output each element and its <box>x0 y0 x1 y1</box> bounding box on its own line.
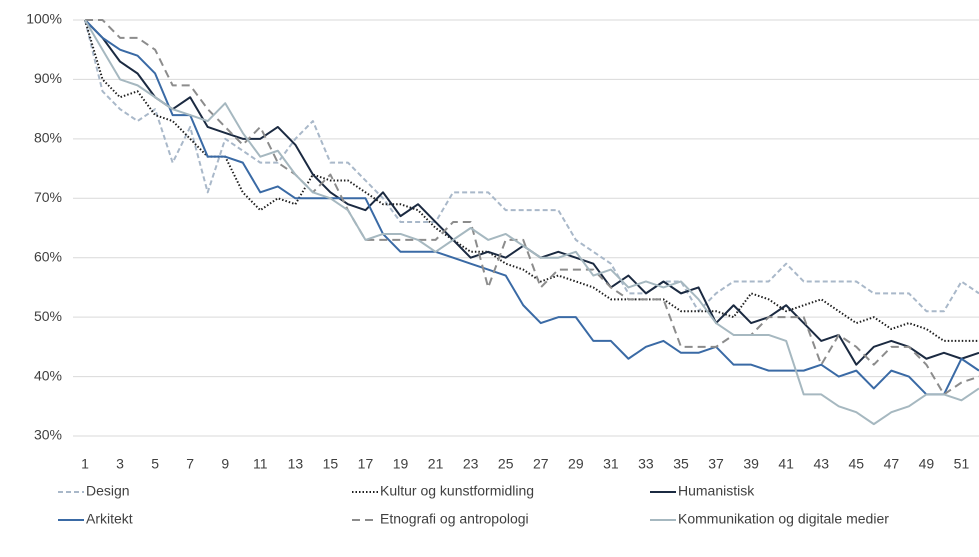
x-tick-label: 15 <box>323 456 339 472</box>
x-tick-label: 29 <box>568 456 584 472</box>
legend-label: Design <box>86 483 130 499</box>
legend-label: Kultur og kunstformidling <box>380 483 534 499</box>
x-tick-label: 33 <box>638 456 654 472</box>
y-tick-label: 90% <box>34 70 62 86</box>
x-tick-label: 23 <box>463 456 479 472</box>
x-tick-label: 35 <box>673 456 689 472</box>
y-tick-label: 70% <box>34 189 62 205</box>
x-tick-label: 11 <box>253 456 268 472</box>
x-tick-label: 51 <box>954 456 970 472</box>
x-tick-label: 3 <box>116 456 124 472</box>
x-tick-label: 47 <box>884 456 900 472</box>
x-tick-label: 5 <box>151 456 159 472</box>
x-tick-label: 9 <box>221 456 229 472</box>
legend-label: Kommunikation og digitale medier <box>678 511 889 527</box>
x-tick-label: 37 <box>708 456 724 472</box>
x-tick-label: 21 <box>428 456 444 472</box>
legend-label: Arkitekt <box>86 511 133 527</box>
x-tick-label: 13 <box>288 456 304 472</box>
series-line <box>84 19 979 396</box>
x-tick-label: 27 <box>533 456 549 472</box>
x-tick-label: 39 <box>743 456 759 472</box>
x-tick-label: 25 <box>498 456 514 472</box>
legend-label: Etnografi og antropologi <box>380 511 529 527</box>
x-tick-label: 19 <box>393 456 409 472</box>
series-line <box>85 19 979 396</box>
legend-label: Humanistisk <box>678 483 755 499</box>
x-tick-label: 7 <box>186 456 194 472</box>
y-tick-label: 50% <box>34 308 62 324</box>
y-tick-label: 60% <box>34 248 62 264</box>
x-tick-label: 45 <box>849 456 865 472</box>
series-line <box>84 19 979 342</box>
x-tick-label: 31 <box>603 456 619 472</box>
x-tick-label: 1 <box>81 456 89 472</box>
y-tick-label: 100% <box>26 11 62 27</box>
x-tick-label: 49 <box>919 456 935 472</box>
series-line <box>84 19 979 426</box>
y-tick-label: 30% <box>34 427 62 443</box>
y-tick-label: 40% <box>34 367 62 383</box>
series-line <box>84 19 979 313</box>
x-tick-label: 43 <box>813 456 829 472</box>
x-tick-label: 17 <box>358 456 374 472</box>
x-tick-label: 41 <box>778 456 794 472</box>
y-tick-label: 80% <box>34 130 62 146</box>
